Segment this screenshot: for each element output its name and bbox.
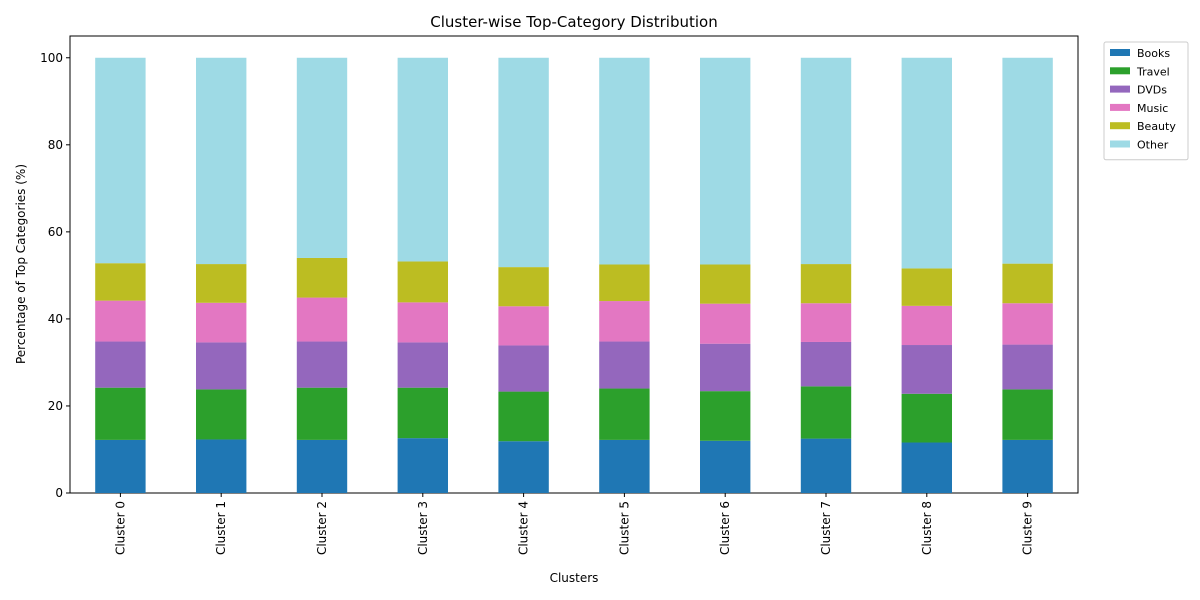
- bar-travel-4: [498, 391, 549, 442]
- y-axis: 0 20 40 60 80 100: [40, 51, 70, 500]
- bar-other-5: [599, 57, 650, 265]
- bar-books-7: [800, 438, 852, 493]
- legend-swatch-music: [1110, 103, 1130, 111]
- y-tick-label: 20: [48, 399, 63, 413]
- legend-swatch-other: [1110, 140, 1130, 148]
- legend-label-travel: Travel: [1136, 65, 1170, 78]
- y-tick-label: 60: [48, 225, 63, 239]
- bar-dvds-8: [901, 345, 952, 394]
- bar-other-2: [296, 57, 348, 258]
- bar-travel-9: [1002, 389, 1053, 440]
- bar-beauty-3: [397, 261, 448, 303]
- legend: Books Travel DVDs Music Beauty Other: [1103, 41, 1189, 161]
- bar-music-8: [901, 305, 952, 346]
- bar-music-0: [95, 300, 146, 342]
- bar-travel-5: [599, 388, 650, 440]
- plot-frame: [69, 35, 1079, 494]
- bar-books-8: [901, 442, 952, 493]
- bar-other-7: [800, 57, 852, 265]
- y-tick-label: 0: [55, 486, 63, 500]
- bar-beauty-1: [196, 264, 247, 303]
- x-tick-label: Cluster 7: [819, 501, 833, 555]
- bar-beauty-0: [95, 263, 146, 301]
- bar-dvds-0: [95, 341, 146, 388]
- bar-dvds-3: [397, 342, 448, 388]
- x-tick-label: Cluster 5: [617, 501, 631, 555]
- bar-travel-8: [901, 393, 952, 443]
- bar-books-4: [498, 441, 549, 493]
- bar-books-6: [700, 440, 751, 493]
- x-tick-label: Cluster 0: [113, 501, 127, 555]
- bar-beauty-7: [800, 264, 852, 304]
- bar-travel-3: [397, 387, 448, 439]
- bar-books-2: [296, 439, 348, 493]
- bar-travel-1: [196, 389, 247, 440]
- x-tick-label: Cluster 1: [214, 501, 228, 555]
- bar-dvds-6: [700, 343, 751, 392]
- y-axis-label: Percentage of Top Categories (%): [14, 164, 28, 364]
- bar-books-0: [95, 439, 146, 493]
- bar-other-8: [901, 57, 952, 269]
- y-tick-label: 100: [40, 51, 63, 65]
- bar-other-9: [1002, 57, 1053, 264]
- bar-books-3: [397, 438, 448, 493]
- plot-area: [69, 35, 1079, 494]
- legend-label-other: Other: [1137, 139, 1169, 152]
- chart-title: Cluster-wise Top-Category Distribution: [430, 13, 717, 31]
- bar-music-3: [397, 302, 448, 343]
- bar-beauty-8: [901, 268, 952, 306]
- bar-travel-6: [700, 391, 751, 441]
- legend-label-dvds: DVDs: [1137, 84, 1167, 97]
- bar-music-5: [599, 301, 650, 342]
- x-tick-label: Cluster 4: [517, 501, 531, 555]
- bar-other-1: [196, 57, 247, 265]
- bar-music-7: [800, 303, 852, 342]
- bar-dvds-1: [196, 342, 247, 390]
- legend-swatch-dvds: [1110, 85, 1130, 93]
- bar-music-4: [498, 306, 549, 346]
- bar-music-9: [1002, 303, 1053, 345]
- bar-dvds-4: [498, 345, 549, 392]
- x-axis-label: Clusters: [550, 571, 599, 585]
- bar-travel-0: [95, 387, 146, 440]
- y-tick-label: 40: [48, 312, 63, 326]
- legend-swatch-books: [1110, 49, 1130, 56]
- y-tick-label: 80: [48, 138, 63, 152]
- x-tick-label: Cluster 6: [718, 501, 732, 555]
- bar-dvds-9: [1002, 344, 1053, 390]
- x-tick-label: Cluster 3: [416, 501, 430, 555]
- bar-other-3: [397, 57, 448, 262]
- bar-dvds-7: [800, 341, 852, 387]
- x-tick-label: Cluster 2: [315, 501, 329, 555]
- legend-label-beauty: Beauty: [1137, 120, 1176, 133]
- bar-beauty-5: [599, 264, 650, 302]
- bar-beauty-2: [296, 257, 348, 298]
- legend-label-books: Books: [1137, 47, 1170, 60]
- x-tick-label: Cluster 9: [1021, 501, 1035, 555]
- legend-label-music: Music: [1137, 102, 1168, 115]
- x-tick-label: Cluster 8: [920, 501, 934, 555]
- bars-group: [95, 57, 1053, 493]
- bar-other-6: [700, 57, 751, 265]
- bar-music-1: [196, 302, 247, 343]
- bar-other-4: [498, 57, 549, 268]
- x-axis: Cluster 0 Cluster 1 Cluster 2 Cluster 3 Clus…: [113, 493, 1035, 555]
- legend-swatch-travel: [1110, 67, 1130, 75]
- bar-music-6: [700, 303, 751, 344]
- bar-music-2: [296, 297, 348, 342]
- bar-dvds-2: [296, 341, 348, 388]
- legend-swatch-beauty: [1110, 122, 1130, 130]
- bar-beauty-4: [498, 267, 549, 307]
- bar-other-0: [95, 57, 146, 264]
- bar-travel-7: [800, 386, 852, 439]
- bar-beauty-9: [1002, 263, 1053, 304]
- bar-books-9: [1002, 439, 1053, 493]
- bar-books-1: [196, 439, 247, 493]
- bar-travel-2: [296, 387, 348, 440]
- bar-dvds-5: [599, 341, 650, 389]
- bar-beauty-6: [700, 264, 751, 304]
- bar-books-5: [599, 439, 650, 493]
